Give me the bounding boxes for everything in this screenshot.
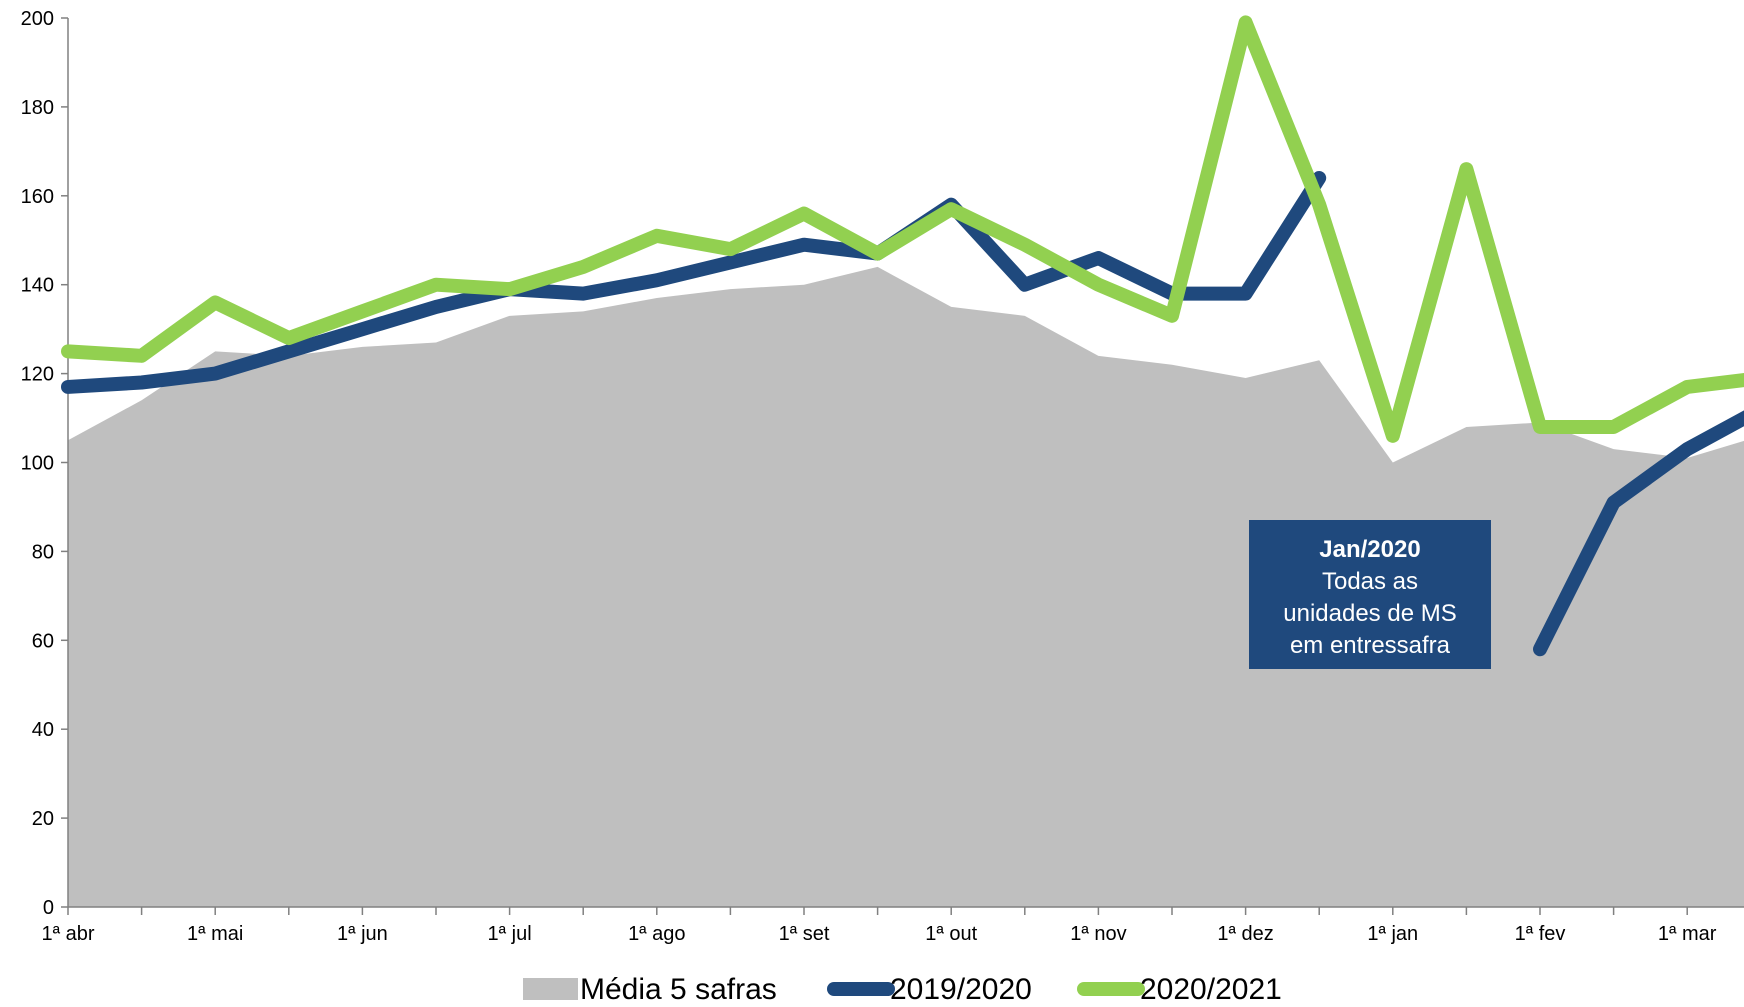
y-tick-label: 120 <box>21 364 54 386</box>
legend-label-2020: 2020/2021 <box>1140 973 1282 1006</box>
y-tick-label: 0 <box>43 897 54 919</box>
x-tick-label: 1ª jan <box>1367 923 1418 945</box>
y-tick-label: 140 <box>21 275 54 297</box>
x-tick-label: 1ª set <box>779 923 830 945</box>
legend: Média 5 safras 2019/2020 2020/2021 <box>523 973 1282 1006</box>
area-series-layer <box>68 266 1744 907</box>
x-tick-label: 1ª mar <box>1658 923 1717 945</box>
line-series-layer <box>61 15 1744 657</box>
legend-label-media: Média 5 safras <box>580 973 777 1006</box>
x-tick-label: 1ª fev <box>1515 923 1566 945</box>
x-tick-label: 1ª abr <box>42 923 95 945</box>
tick-labels: 0 20 40 60 80 100 120 140 160 180 200 1ª abr 1ª mai 1… <box>21 8 1717 945</box>
x-tick-label: 1ª dez <box>1217 923 1273 945</box>
annotation-line: Todas as <box>1321 568 1419 595</box>
y-tick-label: 20 <box>32 808 54 830</box>
x-tick-label: 1ª out <box>925 923 977 945</box>
x-tick-label: 1ª jul <box>488 923 532 945</box>
legend-label-2019: 2019/2020 <box>890 973 1032 1006</box>
x-tick-label: 1ª jun <box>337 923 388 945</box>
area-media-5-safras <box>68 266 1744 907</box>
y-tick-label: 160 <box>21 186 54 208</box>
x-tick-label: 1ª mai <box>187 923 243 945</box>
y-tick-label: 40 <box>32 719 54 741</box>
y-tick-label: 100 <box>21 453 54 475</box>
y-tick-label: 60 <box>32 630 54 652</box>
annotation-box: Jan/2020 Todas as unidades de MS em entr… <box>1249 520 1491 669</box>
x-tick-label: 1ª ago <box>628 923 685 945</box>
annotation-line: unidades de MS <box>1283 600 1457 627</box>
line-series-2020-2021 <box>61 15 1744 443</box>
x-tick-label: 1ª nov <box>1070 923 1126 945</box>
y-tick-label: 180 <box>21 97 54 119</box>
legend-swatch-media <box>523 978 578 1000</box>
y-tick-label: 200 <box>21 8 54 30</box>
y-tick-label: 80 <box>32 541 54 563</box>
axes <box>61 17 1744 915</box>
line-series-2019-2020 <box>61 171 1744 657</box>
annotation-line: em entressafra <box>1289 632 1451 659</box>
annotation-title: Jan/2020 <box>1319 536 1421 563</box>
